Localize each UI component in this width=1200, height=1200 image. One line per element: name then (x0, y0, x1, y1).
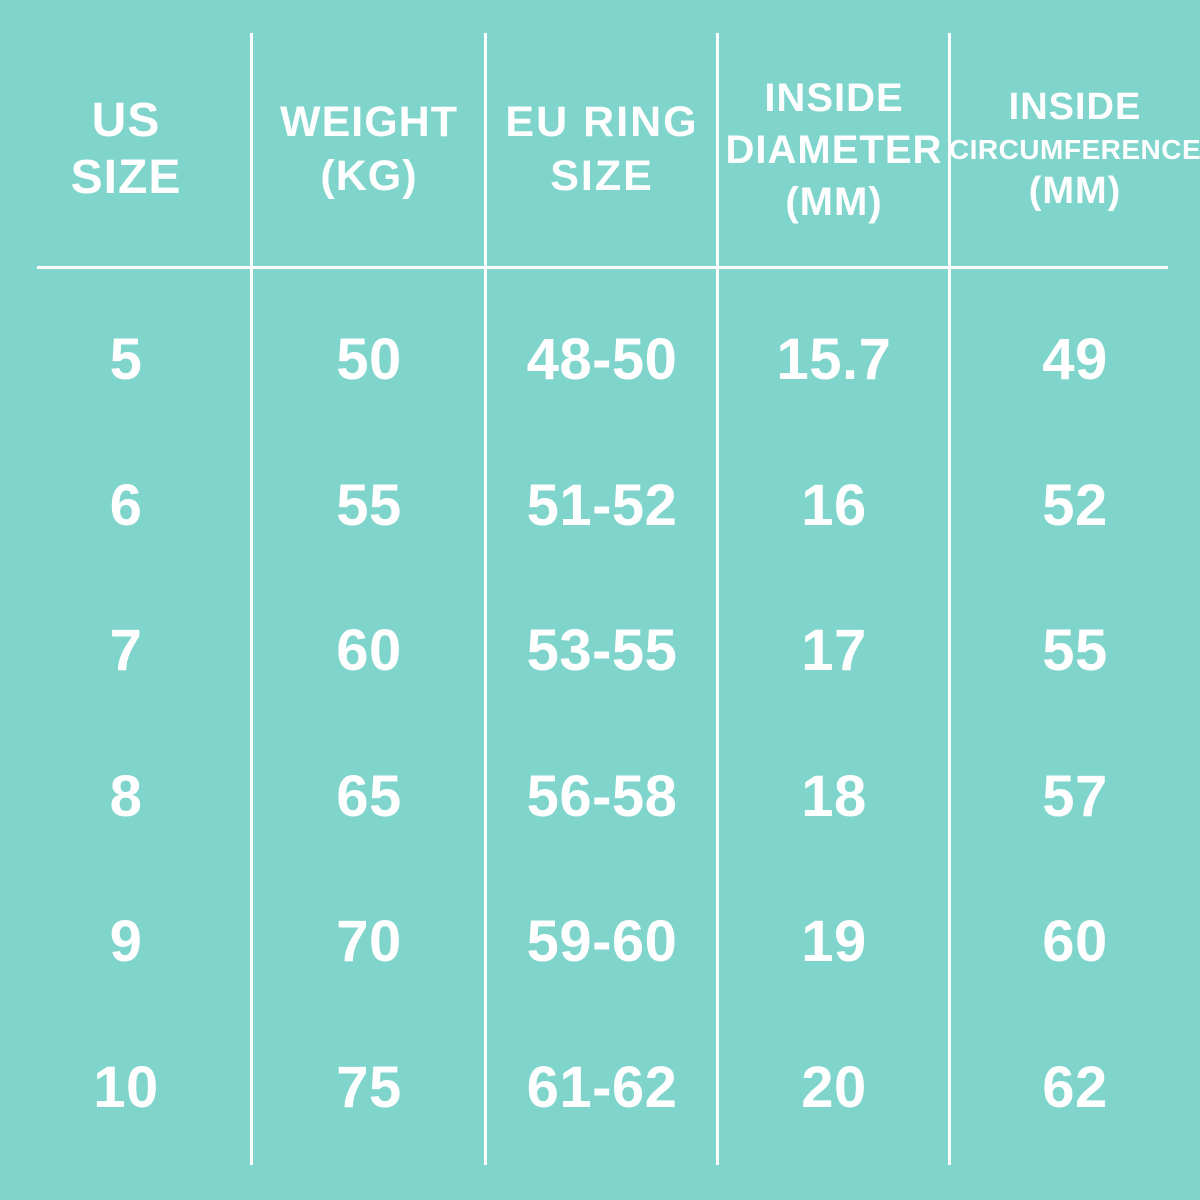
cell-us-size: 9 (109, 909, 143, 975)
table-row: 6 55 51-52 16 52 (0, 433, 1200, 579)
column-divider-3 (716, 33, 719, 1165)
column-divider-2 (484, 33, 487, 1165)
cell-inside-circumference: 49 (1042, 327, 1108, 393)
cell-inside-circumference: 62 (1042, 1054, 1108, 1120)
cell-us-size: 5 (109, 327, 143, 393)
header-divider (37, 266, 1168, 269)
cell-us-size: 10 (93, 1054, 159, 1120)
table-row: 5 50 48-50 15.7 49 (0, 287, 1200, 433)
header-line: (KG) (320, 151, 418, 200)
table-header-row: US SIZE WEIGHT (KG) EU RING SIZE INSIDE … (0, 33, 1200, 266)
table-row: 10 75 61-62 20 62 (0, 1015, 1200, 1161)
cell-inside-diameter: 17 (801, 618, 867, 684)
cell-us-size: 8 (109, 763, 143, 829)
header-line: INSIDE (1008, 85, 1142, 128)
header-line: SIZE (70, 150, 182, 204)
cell-eu-ring-size: 48-50 (526, 327, 678, 393)
cell-inside-circumference: 52 (1042, 472, 1108, 538)
cell-weight-kg: 75 (336, 1054, 402, 1120)
header-line: DIAMETER (725, 127, 943, 172)
header-inside-circumference-mm: INSIDE CIRCUMFERENCE (MM) (948, 33, 1200, 266)
cell-us-size: 7 (109, 618, 143, 684)
header-us-size: US SIZE (0, 33, 252, 266)
cell-inside-diameter: 20 (801, 1054, 867, 1120)
header-line: EU RING (505, 97, 699, 146)
cell-inside-diameter: 15.7 (776, 327, 892, 393)
cell-weight-kg: 50 (336, 327, 402, 393)
column-divider-1 (250, 33, 253, 1165)
cell-eu-ring-size: 56-58 (526, 763, 678, 829)
cell-weight-kg: 65 (336, 763, 402, 829)
table-body: 5 50 48-50 15.7 49 6 55 51-52 16 52 7 60… (0, 287, 1200, 1160)
cell-eu-ring-size: 53-55 (526, 618, 678, 684)
header-line: CIRCUMFERENCE (948, 133, 1200, 165)
cell-inside-diameter: 16 (801, 472, 867, 538)
header-eu-ring-size: EU RING SIZE (486, 33, 718, 266)
header-line: SIZE (550, 151, 654, 200)
cell-weight-kg: 70 (336, 909, 402, 975)
cell-inside-circumference: 60 (1042, 909, 1108, 975)
cell-inside-diameter: 19 (801, 909, 867, 975)
cell-us-size: 6 (109, 472, 143, 538)
cell-eu-ring-size: 61-62 (526, 1054, 678, 1120)
table-row: 8 65 56-58 18 57 (0, 724, 1200, 870)
cell-eu-ring-size: 51-52 (526, 472, 678, 538)
header-line: (MM) (785, 179, 883, 224)
header-inside-diameter-mm: INSIDE DIAMETER (MM) (718, 33, 950, 266)
cell-inside-circumference: 57 (1042, 763, 1108, 829)
cell-weight-kg: 55 (336, 472, 402, 538)
table-row: 9 70 59-60 19 60 (0, 869, 1200, 1015)
header-line: US (91, 93, 161, 147)
header-line: (MM) (1028, 170, 1122, 213)
cell-inside-diameter: 18 (801, 763, 867, 829)
cell-inside-circumference: 55 (1042, 618, 1108, 684)
header-line: INSIDE (764, 75, 904, 120)
cell-eu-ring-size: 59-60 (526, 909, 678, 975)
header-weight-kg: WEIGHT (KG) (252, 33, 486, 266)
table-row: 7 60 53-55 17 55 (0, 578, 1200, 724)
column-divider-4 (948, 33, 951, 1165)
cell-weight-kg: 60 (336, 618, 402, 684)
header-line: WEIGHT (280, 97, 458, 146)
